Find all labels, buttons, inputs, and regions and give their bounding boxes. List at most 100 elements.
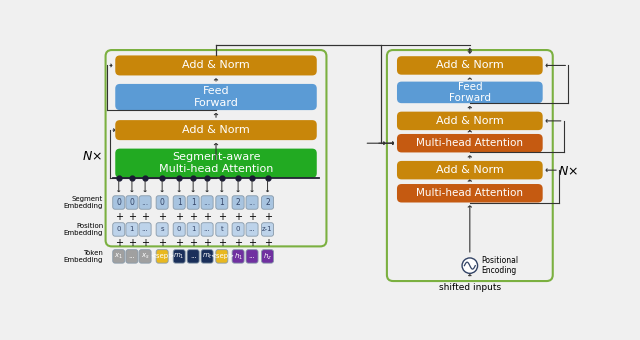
Text: Add & Norm: Add & Norm: [182, 125, 250, 135]
Text: +: +: [234, 238, 242, 248]
FancyBboxPatch shape: [246, 196, 258, 209]
Text: +: +: [175, 212, 183, 222]
FancyBboxPatch shape: [156, 250, 168, 263]
Text: Segment
Embedding: Segment Embedding: [64, 196, 103, 209]
Text: $N\!\times$: $N\!\times$: [82, 150, 102, 163]
Text: Add & Norm: Add & Norm: [436, 116, 504, 126]
Text: +: +: [264, 238, 271, 248]
FancyBboxPatch shape: [397, 134, 543, 152]
Text: 1: 1: [130, 226, 134, 233]
Text: $N\!\times$: $N\!\times$: [558, 165, 579, 178]
Text: Segment-aware
Multi-head Attention: Segment-aware Multi-head Attention: [159, 152, 273, 174]
Text: $x_s$: $x_s$: [141, 252, 150, 261]
FancyBboxPatch shape: [201, 250, 213, 263]
Text: ...: ...: [248, 198, 255, 207]
FancyBboxPatch shape: [246, 250, 258, 263]
Text: ...: ...: [204, 226, 211, 233]
FancyBboxPatch shape: [232, 250, 244, 263]
FancyBboxPatch shape: [216, 223, 228, 236]
FancyBboxPatch shape: [115, 149, 317, 178]
Text: ...: ...: [204, 198, 211, 207]
FancyBboxPatch shape: [115, 120, 317, 140]
FancyBboxPatch shape: [187, 223, 199, 236]
FancyBboxPatch shape: [156, 223, 168, 236]
Text: Feed
Forward: Feed Forward: [193, 86, 239, 108]
Text: 0: 0: [129, 198, 134, 207]
Text: +: +: [234, 212, 242, 222]
FancyBboxPatch shape: [246, 223, 258, 236]
FancyBboxPatch shape: [232, 196, 244, 209]
Text: +: +: [175, 238, 183, 248]
Text: 2: 2: [265, 198, 270, 207]
FancyBboxPatch shape: [126, 196, 138, 209]
FancyBboxPatch shape: [201, 223, 213, 236]
FancyBboxPatch shape: [113, 196, 125, 209]
Text: <sep>: <sep>: [150, 253, 174, 259]
Text: +: +: [189, 212, 197, 222]
FancyBboxPatch shape: [397, 82, 543, 103]
Text: Add & Norm: Add & Norm: [436, 165, 504, 175]
FancyBboxPatch shape: [397, 161, 543, 180]
FancyBboxPatch shape: [126, 223, 138, 236]
Text: 0: 0: [116, 198, 121, 207]
Text: +: +: [128, 238, 136, 248]
FancyBboxPatch shape: [139, 250, 151, 263]
Text: Add & Norm: Add & Norm: [436, 61, 504, 70]
Text: t: t: [220, 226, 223, 233]
Text: +: +: [158, 238, 166, 248]
FancyBboxPatch shape: [216, 250, 228, 263]
Text: +: +: [128, 212, 136, 222]
Text: +: +: [189, 238, 197, 248]
Text: Token
Embedding: Token Embedding: [64, 250, 103, 263]
Text: +: +: [115, 212, 123, 222]
Text: 0: 0: [177, 226, 182, 233]
Text: +: +: [218, 238, 226, 248]
Text: ...: ...: [141, 226, 148, 233]
Text: Add & Norm: Add & Norm: [182, 61, 250, 70]
Text: $h_z$: $h_z$: [263, 251, 272, 261]
Text: 1: 1: [177, 198, 182, 207]
Text: Positional
Encoding: Positional Encoding: [481, 256, 518, 275]
FancyBboxPatch shape: [113, 223, 125, 236]
Text: 0: 0: [116, 226, 121, 233]
Text: $x_1$: $x_1$: [115, 252, 124, 261]
Text: ...: ...: [190, 253, 196, 259]
FancyBboxPatch shape: [262, 196, 273, 209]
Text: ...: ...: [249, 253, 255, 259]
FancyBboxPatch shape: [173, 223, 185, 236]
Text: +: +: [141, 212, 149, 222]
Text: Multi-head Attention: Multi-head Attention: [417, 188, 524, 198]
FancyBboxPatch shape: [139, 223, 151, 236]
Text: +: +: [248, 238, 256, 248]
Text: <sep>: <sep>: [210, 253, 234, 259]
FancyBboxPatch shape: [126, 250, 138, 263]
Text: 0: 0: [236, 226, 241, 233]
Text: Position
Embedding: Position Embedding: [64, 223, 103, 236]
Text: z-1: z-1: [262, 226, 273, 233]
FancyBboxPatch shape: [232, 223, 244, 236]
Text: shifted inputs: shifted inputs: [439, 283, 501, 292]
Text: $h_1$: $h_1$: [234, 251, 243, 261]
FancyBboxPatch shape: [156, 196, 168, 209]
FancyBboxPatch shape: [113, 250, 125, 263]
Text: Feed
Forward: Feed Forward: [449, 82, 491, 103]
FancyBboxPatch shape: [115, 84, 317, 110]
Text: ...: ...: [129, 253, 135, 259]
FancyBboxPatch shape: [397, 184, 543, 203]
Text: s: s: [161, 226, 164, 233]
Text: 1: 1: [220, 198, 224, 207]
FancyBboxPatch shape: [201, 196, 213, 209]
Text: +: +: [115, 238, 123, 248]
Circle shape: [462, 258, 477, 273]
FancyBboxPatch shape: [173, 250, 185, 263]
FancyBboxPatch shape: [115, 55, 317, 75]
Text: +: +: [203, 238, 211, 248]
Text: 2: 2: [236, 198, 241, 207]
Text: 1: 1: [191, 198, 196, 207]
Text: ...: ...: [141, 198, 148, 207]
Text: +: +: [218, 212, 226, 222]
Text: +: +: [141, 238, 149, 248]
FancyBboxPatch shape: [187, 196, 199, 209]
FancyBboxPatch shape: [262, 250, 273, 263]
FancyBboxPatch shape: [216, 196, 228, 209]
